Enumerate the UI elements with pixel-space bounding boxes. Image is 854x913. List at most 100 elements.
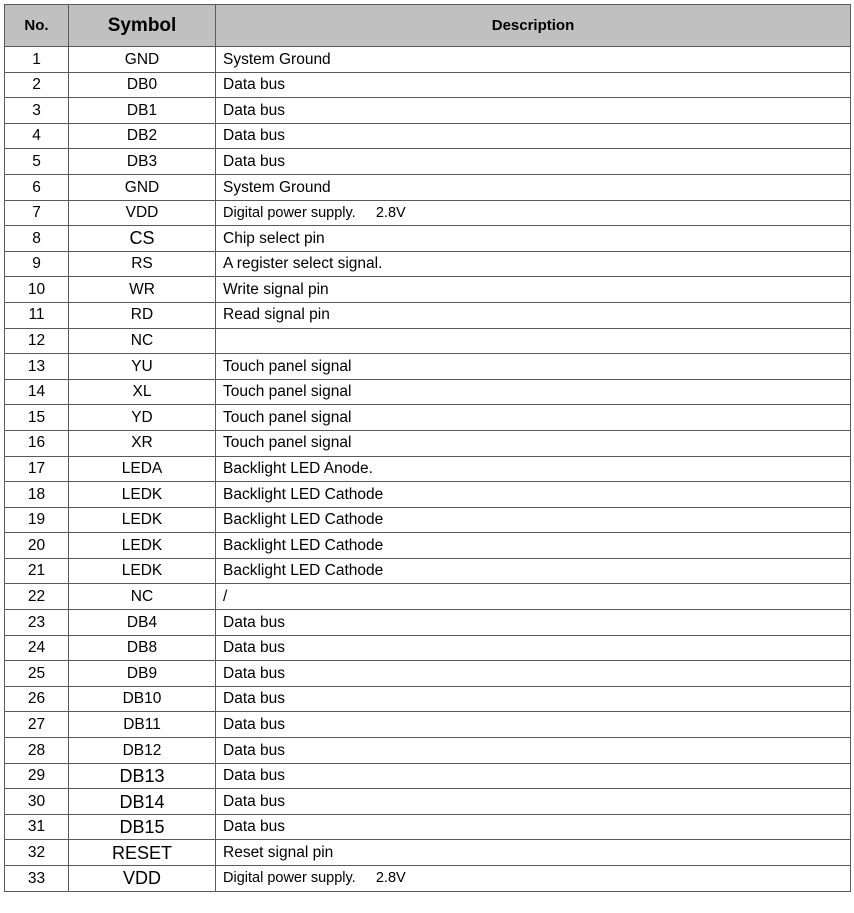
pin-number: 33: [4, 865, 69, 892]
pin-number: 1: [4, 46, 69, 73]
pin-description: Backlight LED Cathode: [215, 557, 851, 585]
table-row: 32 RESET Reset signal pin: [4, 839, 851, 866]
pin-number: 11: [4, 301, 69, 329]
pin-symbol: VDD: [68, 865, 216, 892]
pin-description: Touch panel signal: [215, 378, 851, 406]
table-row: 12 NC: [4, 327, 851, 355]
table-row: 17 LEDA Backlight LED Anode.: [4, 455, 851, 483]
pin-symbol: XR: [68, 429, 216, 457]
pin-description: Data bus: [215, 148, 851, 175]
pin-description: Data bus: [215, 685, 851, 713]
pin-number: 21: [4, 557, 69, 585]
pin-number: 3: [4, 97, 69, 124]
pin-symbol: NC: [68, 583, 216, 611]
header-no: No.: [4, 4, 69, 47]
pin-number: 10: [4, 276, 69, 303]
pin-number: 26: [4, 685, 69, 713]
table-row: 3 DB1 Data bus: [4, 97, 851, 124]
pin-symbol: DB1: [68, 97, 216, 124]
pin-symbol: CS: [68, 225, 216, 252]
table-row: 19 LEDK Backlight LED Cathode: [4, 506, 851, 534]
pin-description: [215, 327, 851, 355]
pin-number: 22: [4, 583, 69, 611]
pin-symbol: DB2: [68, 122, 216, 150]
table-row: 27 DB11 Data bus: [4, 711, 851, 739]
table-row: 7 VDD Digital power supply. 2.8V: [4, 199, 851, 227]
table-row: 16 XR Touch panel signal: [4, 429, 851, 457]
header-description: Description: [215, 4, 851, 47]
pin-number: 12: [4, 327, 69, 355]
pin-symbol: RESET: [68, 839, 216, 866]
pin-description: Data bus: [215, 634, 851, 662]
pin-symbol: DB14: [68, 788, 216, 815]
pin-symbol: RS: [68, 250, 216, 278]
pin-number: 23: [4, 609, 69, 636]
pin-description: Backlight LED Cathode: [215, 532, 851, 559]
table-row: 2 DB0 Data bus: [4, 71, 851, 99]
pin-description: System Ground: [215, 173, 851, 201]
pin-description: Data bus: [215, 97, 851, 124]
pin-description: Data bus: [215, 788, 851, 815]
pin-number: 29: [4, 762, 69, 790]
pin-symbol: DB9: [68, 660, 216, 687]
pin-description: Backlight LED Cathode: [215, 506, 851, 534]
pin-number: 19: [4, 506, 69, 534]
pin-symbol: LEDK: [68, 481, 216, 508]
table-row: 11 RD Read signal pin: [4, 301, 851, 329]
pin-description: Chip select pin: [215, 225, 851, 252]
pin-symbol: VDD: [68, 199, 216, 227]
pin-number: 15: [4, 404, 69, 431]
pin-symbol: DB15: [68, 813, 216, 841]
pin-number: 31: [4, 813, 69, 841]
pin-number: 30: [4, 788, 69, 815]
pin-number: 17: [4, 455, 69, 483]
pin-symbol: DB12: [68, 737, 216, 764]
pin-number: 24: [4, 634, 69, 662]
table-row: 13 YU Touch panel signal: [4, 353, 851, 380]
pin-symbol: GND: [68, 46, 216, 73]
pin-description: Digital power supply. 2.8V: [215, 199, 851, 227]
table-row: 15 YD Touch panel signal: [4, 404, 851, 431]
pin-symbol: LEDK: [68, 532, 216, 559]
pin-number: 32: [4, 839, 69, 866]
pin-symbol: DB8: [68, 634, 216, 662]
table-row: 8 CS Chip select pin: [4, 225, 851, 252]
table-row: 31 DB15 Data bus: [4, 813, 851, 841]
header-row: No. Symbol Description: [4, 4, 851, 47]
pin-number: 13: [4, 353, 69, 380]
pin-symbol: DB10: [68, 685, 216, 713]
pin-symbol: RD: [68, 301, 216, 329]
pin-number: 7: [4, 199, 69, 227]
pin-number: 8: [4, 225, 69, 252]
pin-description: Data bus: [215, 609, 851, 636]
pin-symbol: DB3: [68, 148, 216, 175]
pin-number: 6: [4, 173, 69, 201]
pin-description: System Ground: [215, 46, 851, 73]
table-row: 20 LEDK Backlight LED Cathode: [4, 532, 851, 559]
pin-number: 2: [4, 71, 69, 99]
table-row: 22 NC /: [4, 583, 851, 611]
pin-description: Backlight LED Cathode: [215, 481, 851, 508]
pin-description: /: [215, 583, 851, 611]
pin-symbol: XL: [68, 378, 216, 406]
pin-description: Data bus: [215, 122, 851, 150]
pin-symbol: WR: [68, 276, 216, 303]
pin-number: 28: [4, 737, 69, 764]
pin-symbol: LEDK: [68, 557, 216, 585]
pin-symbol: DB11: [68, 711, 216, 739]
pin-description: Touch panel signal: [215, 353, 851, 380]
pin-symbol: LEDK: [68, 506, 216, 534]
table-row: 10 WR Write signal pin: [4, 276, 851, 303]
table-row: 21 LEDK Backlight LED Cathode: [4, 557, 851, 585]
pin-description: Write signal pin: [215, 276, 851, 303]
table-row: 9 RS A register select signal.: [4, 250, 851, 278]
table-row: 1 GND System Ground: [4, 46, 851, 73]
pin-number: 4: [4, 122, 69, 150]
pin-symbol: DB4: [68, 609, 216, 636]
table-row: 28 DB12 Data bus: [4, 737, 851, 764]
pin-description: Data bus: [215, 737, 851, 764]
pin-description: Touch panel signal: [215, 404, 851, 431]
pin-symbol: NC: [68, 327, 216, 355]
pin-description: Backlight LED Anode.: [215, 455, 851, 483]
table-row: 14 XL Touch panel signal: [4, 378, 851, 406]
